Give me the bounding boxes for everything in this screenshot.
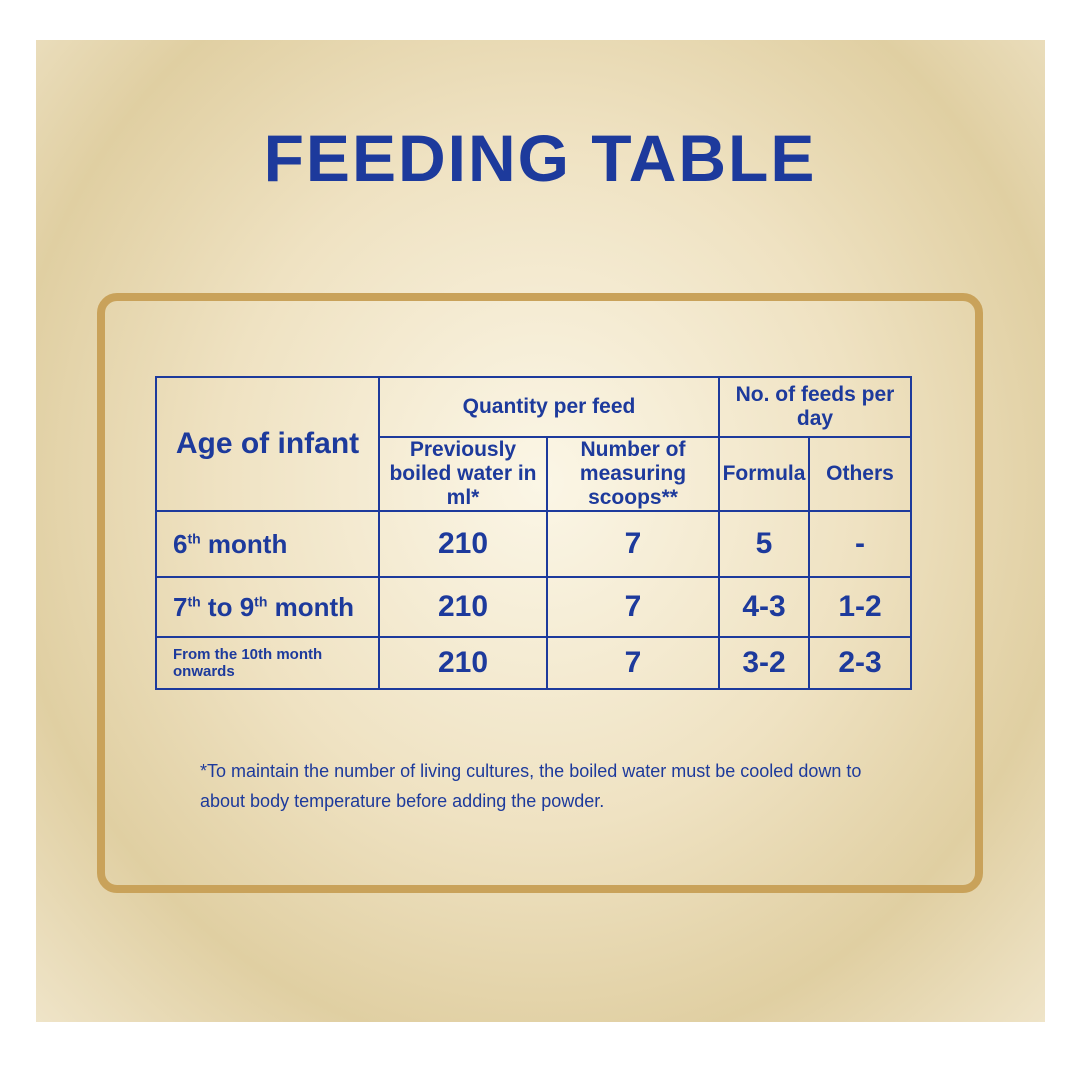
water-cell: 210 (378, 636, 548, 690)
frame (97, 293, 983, 893)
ordinal: 9 (239, 591, 255, 622)
feeding-table: Age of infant Quantity per feed No. of f… (155, 376, 912, 690)
header-others: Others (808, 436, 912, 512)
suffix: th (187, 592, 201, 609)
suffix: th (187, 529, 201, 546)
title: FEEDING TABLE (263, 121, 817, 195)
age-cell: From the 10th month onwards (155, 636, 380, 690)
formula-cell: 5 (718, 510, 810, 578)
scoops-cell: 7 (546, 510, 720, 578)
joiner: to (207, 591, 233, 622)
formula-cell: 3-2 (718, 636, 810, 690)
others-cell: - (808, 510, 912, 578)
header-formula: Formula (718, 436, 810, 512)
formula-cell: 4-3 (718, 576, 810, 638)
water-cell: 210 (378, 510, 548, 578)
suffix: th (254, 592, 268, 609)
header-water: Previously boiled water in ml* (378, 436, 548, 512)
age-text: month (274, 591, 355, 622)
scoops-cell: 7 (546, 636, 720, 690)
ordinal: 7 (173, 591, 188, 622)
header-feeds: No. of feeds per day (718, 376, 912, 438)
others-cell: 2-3 (808, 636, 912, 690)
age-cell: 6th month (155, 510, 380, 578)
header-scoops: Number of measuring scoops** (546, 436, 720, 512)
age-text: month (207, 528, 288, 559)
water-cell: 210 (378, 576, 548, 638)
header-quantity: Quantity per feed (378, 376, 720, 438)
header-age: Age of infant (155, 376, 380, 512)
ordinal: 6 (173, 528, 188, 559)
scoops-cell: 7 (546, 576, 720, 638)
others-cell: 1-2 (808, 576, 912, 638)
age-cell: 7th to 9th month (155, 576, 380, 638)
footnote: *To maintain the number of living cultur… (200, 761, 862, 811)
